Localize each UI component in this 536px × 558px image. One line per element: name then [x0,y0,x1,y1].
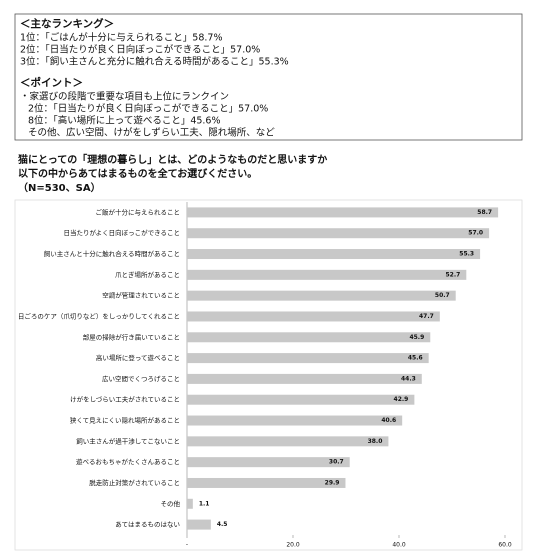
value-label: 55.3 [459,251,474,258]
plot-frame [14,199,523,551]
bar [187,311,440,322]
value-label: 1.1 [199,500,210,507]
bar [187,477,346,488]
y-tick-label: 脱走防止対策がされていること [89,478,180,487]
bar [187,353,429,364]
x-tick-label: 60.0 [498,542,512,549]
y-tick-label: ご飯が十分に与えられること [96,207,181,216]
summary-heading: ＜主なランキング＞ [20,17,114,30]
bar [187,436,389,447]
value-label: 47.7 [419,313,434,320]
y-tick-label: 日当たりがよく日向ぼっこができること [63,228,180,237]
y-tick-label: けがをしづらい工夫がされていること [70,395,180,404]
bar [187,519,211,530]
value-label: 40.6 [381,417,396,424]
value-label: 42.9 [394,396,409,403]
summary-line: ・家選びの段階で重要な項目も上位にランクイン [20,91,229,103]
value-label: 45.9 [409,334,424,341]
bar [187,457,350,468]
summary-line: その他、広い空間、けがをしずらい工夫、隠れ場所、など [28,127,275,139]
summary-heading: ＜ポイント＞ [20,76,83,89]
value-label: 50.7 [435,292,450,299]
bar [187,415,403,426]
summary-line: 3位：「飼い主さんと充分に触れ合える時間があること」55.3% [20,56,289,68]
y-tick-label: あてはまるものはない [115,521,180,529]
value-label: 45.6 [408,355,423,362]
y-tick-label: 広い空間でくつろげること [102,374,180,383]
value-label: 30.7 [329,459,344,466]
value-label: 44.3 [401,375,416,382]
summary-box [14,13,523,141]
y-tick-label: 爪とぎ場所があること [115,270,180,279]
summary-line: 8位：「高い場所に上って遊べること」45.6% [28,115,221,127]
value-label: 52.7 [445,271,460,278]
bar [187,249,481,260]
chart-note: （N=530、SA） [18,181,101,194]
y-tick-label: 高い場所に登って遊べること [96,353,180,362]
bar [187,228,490,239]
y-tick-label: その他 [161,499,181,508]
value-label: 57.0 [468,230,483,237]
y-tick-label: 部屋の掃除が行き届いていること [83,332,180,341]
bar [187,332,431,343]
bar [187,394,415,405]
chart-subtitle: 以下の中からあてはまるものを全てお選びください。 [18,167,257,180]
bar [187,269,467,280]
value-label: 58.7 [477,209,492,216]
summary-line: 2位：「日当たりが良く日向ぼっこができること」57.0% [20,44,260,56]
y-tick-label: 遊べるおもちゃがたくさんあること [76,457,180,466]
bar [187,290,456,301]
y-tick-label: 飼い主さんと十分に触れ合える時間があること [44,249,180,258]
value-label: 29.9 [325,479,340,486]
y-tick-label: 狭くて見えにくい隠れ場所があること [70,416,180,425]
x-tick-label: 40.0 [392,542,406,549]
chart-title: 猫にとっての「理想の暮らし」とは、どのようなものだと思いますか [18,153,327,166]
bar [187,373,422,384]
x-tick-label: 20.0 [286,542,300,549]
summary-line: 1位：「ごはんが十分に与えられること」58.7% [20,32,222,44]
y-tick-label: 空調が管理されていること [102,291,180,300]
summary-line: 2位：「日当たりが良く日向ぼっこができること」57.0% [28,103,268,115]
bar [187,498,193,509]
value-label: 38.0 [368,438,383,445]
y-tick-label: 飼い主さんが過干渉してこないこと [76,436,180,445]
y-tick-label: 日ごろのケア（爪切りなど）をしっかりしてくれること [18,311,180,320]
value-label: 4.5 [217,521,228,528]
bar [187,207,499,218]
x-tick-label: - [186,542,188,549]
